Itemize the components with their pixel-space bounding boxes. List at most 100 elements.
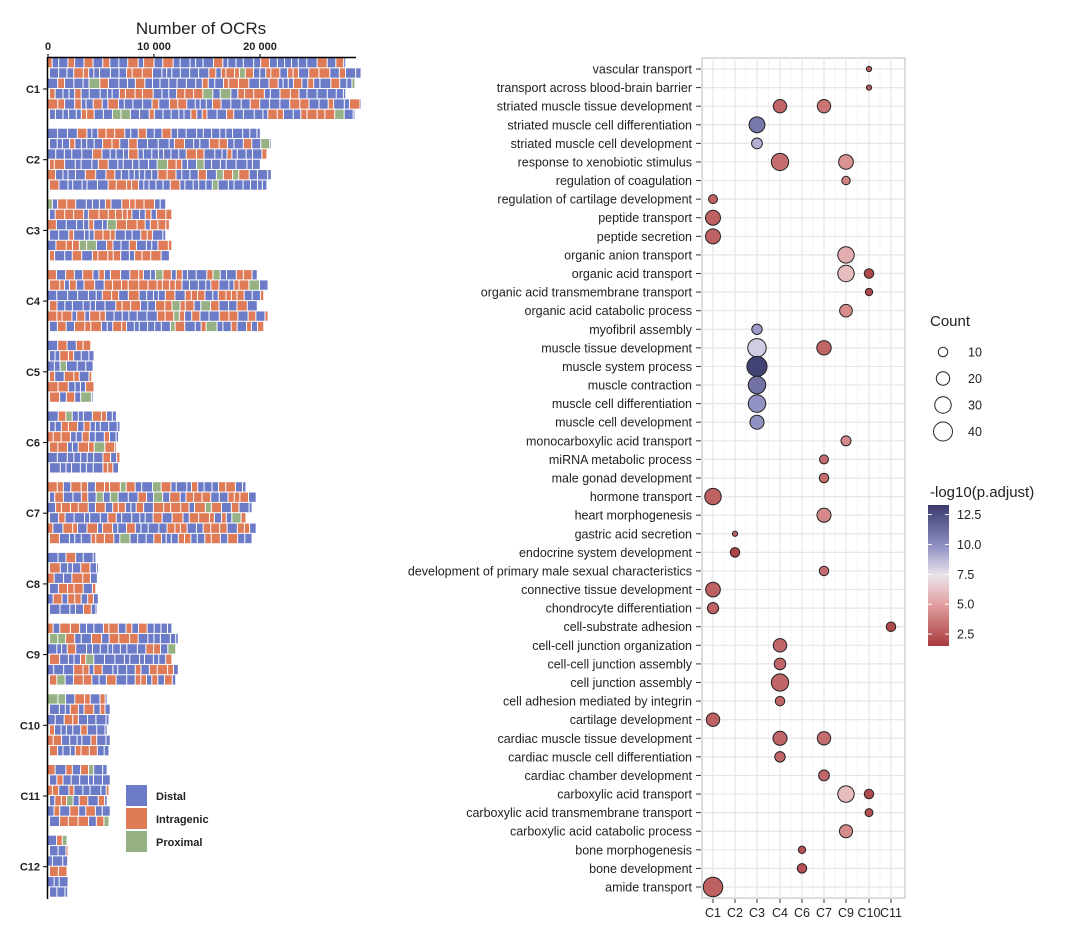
legend-label: Proximal (156, 837, 202, 849)
bar-segment-distal (197, 533, 205, 544)
bar-segment-intragenic (165, 311, 174, 321)
bar-segment-distal (196, 523, 203, 533)
bar-segment-distal (211, 492, 219, 502)
bar-segment-intragenic (116, 301, 122, 311)
dot-point (702, 876, 724, 898)
bar-segment-distal (270, 139, 271, 149)
bar-segment-distal (78, 714, 88, 725)
bar-segment-intragenic (268, 109, 277, 119)
bar-segment-intragenic (99, 270, 104, 280)
bar-C6 (48, 411, 120, 473)
bar-segment-distal (237, 149, 246, 159)
bar-segment-distal (118, 523, 127, 533)
bar-segment-distal (307, 89, 317, 99)
bar-segment-intragenic (258, 321, 264, 332)
bar-segment-distal (143, 99, 152, 109)
bar-segment-distal (63, 745, 70, 756)
bar-segment-proximal (206, 321, 217, 332)
bar-segment-distal (48, 664, 54, 675)
bar-segment-intragenic (92, 251, 98, 261)
bar-segment-intragenic (142, 251, 151, 261)
bar-segment-intragenic (130, 199, 135, 209)
bar-segment-distal (344, 99, 349, 109)
bar-segment-intragenic (98, 159, 108, 170)
bar-segment-distal (50, 139, 57, 149)
count-legend-label: 10 (968, 346, 982, 360)
dot-point (747, 338, 767, 358)
bar-segment-distal (83, 785, 90, 795)
bar-segment-intragenic (168, 159, 176, 170)
bar-segment-distal (106, 735, 110, 745)
bar-segment-distal (212, 159, 220, 170)
bar-segment-distal (182, 170, 190, 180)
bar-segment-distal (184, 109, 191, 119)
bar-segment-intragenic (74, 209, 84, 220)
bar-segment-intragenic (90, 311, 100, 321)
count-legend-circle (933, 421, 953, 442)
bar-segment-intragenic (191, 482, 198, 492)
bar-segment-intragenic (224, 78, 229, 88)
bar-segment-distal (171, 533, 178, 544)
bar-segment-distal (193, 180, 199, 190)
bar-segment-intragenic (237, 523, 244, 533)
bar-segment-intragenic (127, 209, 132, 220)
bar-segment-distal (74, 270, 83, 280)
bar-segment-intragenic (154, 644, 160, 654)
bar-segment-intragenic (127, 68, 132, 78)
bar-segment-distal (59, 68, 67, 78)
bar-segment-distal (81, 533, 91, 544)
bar-segment-distal (146, 128, 154, 139)
bar-segment-distal (87, 139, 94, 149)
bar-segment-distal (215, 149, 222, 159)
bar-segment-intragenic (104, 280, 113, 290)
bar-segment-proximal (112, 109, 121, 119)
bar-segment-distal (206, 180, 212, 190)
bar-segment-intragenic (59, 513, 65, 523)
bar-segment-intragenic (132, 180, 139, 190)
bar-segment-distal (347, 78, 352, 88)
dot-point (885, 621, 897, 632)
bar-segment-distal (84, 220, 89, 230)
bar-segment-distal (147, 623, 154, 633)
bar-segment-intragenic (162, 128, 171, 139)
bar-segment-distal (94, 765, 103, 775)
bar-segment-distal (220, 533, 228, 544)
bar-segment-distal (238, 533, 245, 544)
bar-segment-distal (151, 209, 156, 220)
bar-segment-intragenic (77, 128, 87, 139)
bar-segment-intragenic (300, 99, 309, 109)
bar-segment-intragenic (61, 421, 68, 432)
term-label: organic acid transport (572, 267, 693, 281)
bar-segment-intragenic (234, 492, 240, 502)
dot-point (705, 209, 721, 226)
bar-y-label: C1 (26, 84, 40, 96)
bar-segment-intragenic (142, 68, 152, 78)
bar-segment-distal (82, 149, 93, 159)
bar-segment-intragenic (108, 513, 116, 523)
bar-segment-distal (153, 89, 162, 99)
bar-segment-intragenic (104, 533, 114, 544)
bar-segment-intragenic (106, 675, 116, 685)
bar-segment-intragenic (248, 311, 256, 321)
bar-segment-intragenic (219, 482, 226, 492)
bar-segment-distal (50, 209, 55, 220)
bar-segment-intragenic (141, 675, 146, 685)
bar-segment-distal (139, 170, 145, 180)
bar-segment-intragenic (61, 502, 70, 513)
bar-segment-intragenic (245, 89, 254, 99)
bar-segment-intragenic (162, 280, 170, 290)
bar-segment-distal (63, 109, 69, 119)
bar-segment-distal (91, 392, 93, 402)
dot-point (816, 731, 832, 746)
bar-segment-distal (54, 361, 60, 371)
bar-segment-intragenic (319, 68, 330, 78)
bar-segment-distal (194, 301, 201, 311)
bar-segment-distal (152, 240, 158, 251)
bar-segment-distal (71, 775, 80, 785)
bar-segment-distal (140, 109, 149, 119)
bar-segment-intragenic (116, 180, 127, 190)
bar-segment-intragenic (68, 583, 74, 594)
bar-segment-distal (95, 421, 100, 432)
bar-segment-distal (160, 644, 168, 654)
bar-segment-intragenic (72, 251, 82, 261)
